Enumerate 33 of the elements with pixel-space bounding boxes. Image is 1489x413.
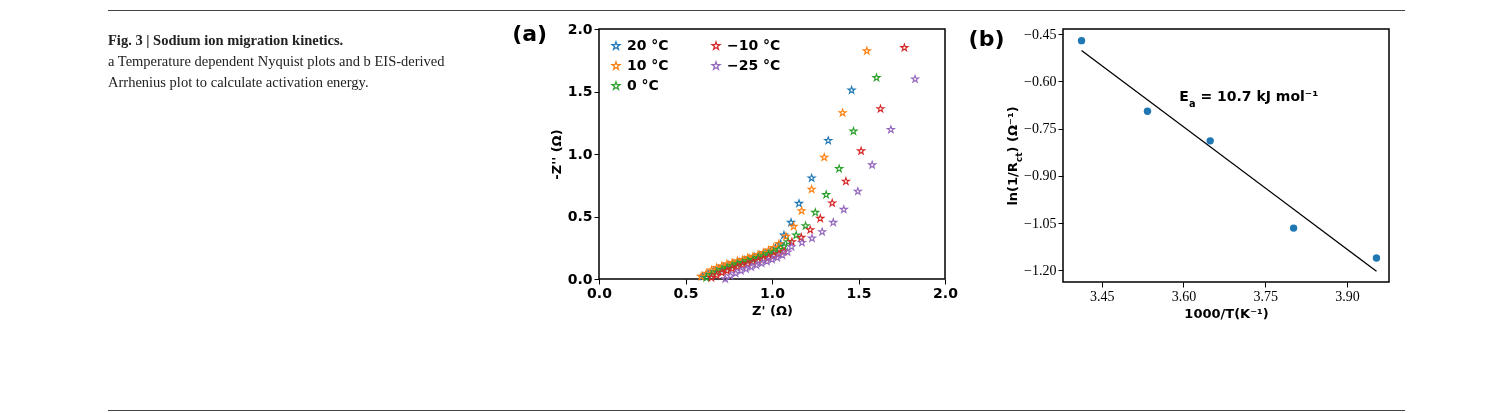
y-tick-label: −0.75: [1024, 121, 1057, 137]
x-tick-label: 0.0: [587, 284, 613, 301]
caption: Fig. 3 | Sodium ion migration kinetics.: [108, 31, 345, 50]
chart-title: (b): [968, 26, 1005, 52]
y-tick-label: 1.0: [567, 145, 593, 162]
y-tick-label: 0.0: [567, 270, 593, 287]
y-tick-label: 1.5: [567, 83, 593, 99]
x-axis-title: Z' (Ω): [752, 302, 793, 318]
x-axis-title: 1000/T(K⁻¹): [1184, 305, 1269, 321]
y-tick-label: −0.45: [1024, 26, 1057, 42]
x-tick-label: 3.45: [1089, 288, 1115, 304]
y-tick-label: −1.20: [1024, 262, 1057, 278]
legend-label: 20 °C: [627, 37, 669, 53]
x-tick-label: 3.75: [1253, 288, 1278, 304]
legend-label: 0 °C: [627, 77, 659, 93]
y-tick-label: −0.60: [1024, 73, 1057, 89]
text: a Temperature dependent Nyquist plots and b EIS-derived Arrhenius plot to calculate activation energy.: [108, 52, 446, 92]
y-tick-label: −1.05: [1024, 215, 1057, 231]
chart-title: (a): [512, 21, 548, 46]
x-tick-label: 0.5: [673, 284, 699, 301]
x-tick-label: 2.0: [933, 284, 959, 301]
x-tick-label: 1.5: [846, 284, 872, 301]
x-tick-label: 3.60: [1171, 288, 1197, 304]
y-tick-label: 2.0: [567, 20, 593, 37]
legend-label: −25 °C: [727, 57, 781, 73]
y-tick-label: −0.90: [1024, 168, 1057, 184]
y-tick-label: 0.5: [567, 208, 593, 224]
legend-label: −10 °C: [727, 37, 781, 53]
y-axis-title: -Z'' (Ω): [548, 129, 564, 180]
x-tick-label: 1.0: [760, 284, 786, 301]
x-tick-label: 3.90: [1335, 288, 1360, 304]
legend-label: 10 °C: [627, 57, 669, 73]
annotation: E$_{a}$ = 10.7 kJ mol⁻¹: [1179, 88, 1319, 109]
